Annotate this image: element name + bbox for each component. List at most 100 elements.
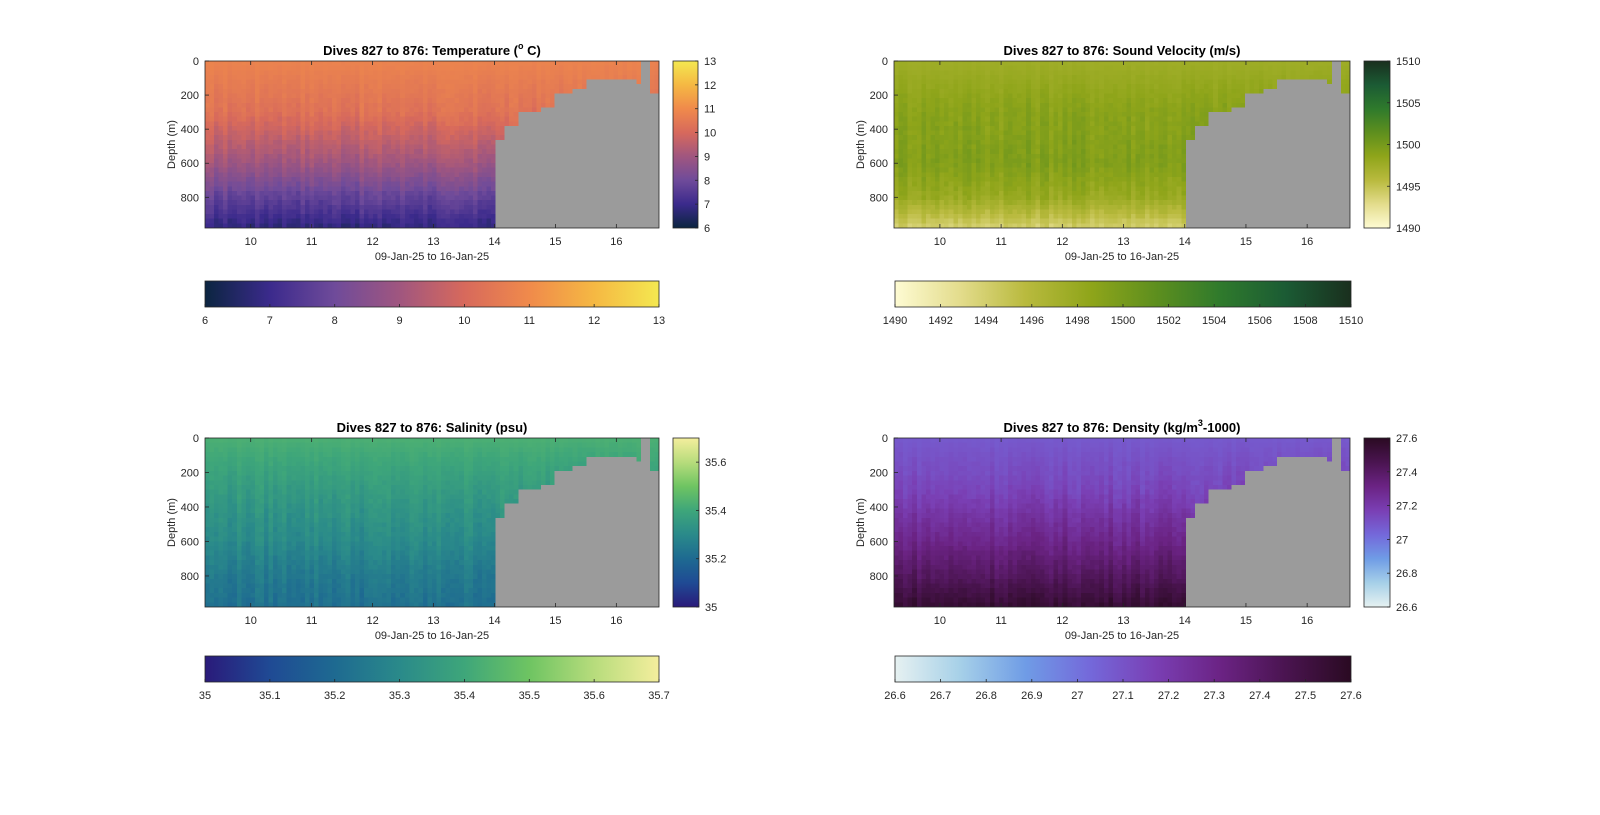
heatmap-cell: [613, 144, 619, 150]
heatmap-cell: [214, 130, 220, 136]
heatmap-cell: [413, 112, 419, 118]
heatmap-cell: [432, 116, 438, 122]
heatmap-cell: [545, 65, 551, 71]
heatmap-cell: [627, 204, 633, 211]
heatmap-cell: [454, 144, 460, 150]
heatmap-cell: [1030, 74, 1036, 81]
heatmap-cell: [241, 153, 247, 160]
heatmap-cell: [323, 102, 329, 108]
heatmap-cell: [264, 167, 270, 173]
heatmap-cell: [336, 107, 342, 113]
heatmap-cell: [382, 144, 388, 150]
heatmap-cell: [930, 61, 936, 67]
heatmap-cell: [504, 139, 510, 146]
heatmap-cell: [323, 93, 329, 99]
heatmap-cell: [636, 214, 642, 220]
heatmap-cell: [454, 186, 460, 192]
heatmap-cell: [613, 84, 619, 90]
heatmap-cell: [1039, 84, 1046, 90]
heatmap-cell: [345, 176, 351, 183]
heatmap-cell: [1017, 135, 1023, 141]
heatmap-cell: [500, 204, 506, 211]
heatmap-cell: [477, 70, 483, 76]
heatmap-cell: [445, 190, 451, 197]
heatmap-cell: [282, 163, 288, 169]
heatmap-cell: [1049, 121, 1055, 127]
heatmap-cell: [432, 167, 438, 173]
heatmap-cell: [948, 204, 954, 211]
heatmap-cell: [332, 61, 338, 67]
heatmap-cell: [363, 84, 370, 90]
heatmap-cell: [422, 84, 429, 90]
heatmap-cell: [232, 107, 238, 113]
heatmap-cell: [504, 121, 510, 127]
heatmap-cell: [590, 98, 597, 104]
heatmap-cell: [1035, 121, 1041, 127]
heatmap-cell: [568, 88, 574, 95]
heatmap-cell: [971, 135, 977, 141]
heatmap-cell: [441, 135, 447, 141]
heatmap-cell: [989, 181, 995, 187]
heatmap-cell: [627, 135, 633, 141]
heatmap-cell: [227, 204, 233, 211]
heatmap-cell: [391, 74, 397, 81]
heatmap-cell: [218, 190, 224, 197]
heatmap-cell: [268, 112, 274, 118]
heatmap-cell: [640, 167, 646, 173]
heatmap-cell: [273, 116, 279, 122]
heatmap-cell: [250, 121, 256, 127]
heatmap-cell: [1003, 84, 1009, 90]
heatmap-cell: [912, 195, 918, 201]
heatmap-cell: [205, 195, 211, 201]
heatmap-cell: [422, 88, 429, 95]
heatmap-cell: [912, 214, 918, 220]
heatmap-cell: [1026, 107, 1032, 113]
heatmap-cell: [250, 218, 256, 224]
heatmap-cell: [332, 214, 338, 220]
heatmap-cell: [1030, 153, 1036, 160]
heatmap-cell: [345, 223, 351, 229]
heatmap-cell: [563, 79, 569, 85]
heatmap-cell: [441, 88, 447, 95]
heatmap-cell: [400, 176, 406, 183]
heatmap-cell: [472, 195, 478, 201]
heatmap-cell: [468, 88, 474, 95]
heatmap-cell: [948, 163, 954, 169]
heatmap-cell: [1044, 209, 1050, 215]
heatmap-cell: [599, 121, 606, 127]
heatmap-cell: [586, 144, 592, 150]
heatmap-cell: [309, 186, 315, 192]
heatmap-cell: [382, 125, 388, 132]
heatmap-cell: [645, 112, 651, 118]
heatmap-cell: [622, 121, 628, 127]
heatmap-cell: [645, 61, 651, 67]
heatmap-cell: [232, 102, 238, 108]
heatmap-cell: [241, 204, 247, 211]
heatmap-cell: [350, 186, 356, 192]
heatmap-cell: [273, 190, 279, 197]
heatmap-cell: [1008, 158, 1014, 164]
heatmap-cell: [925, 223, 932, 229]
heatmap-cell: [1049, 204, 1055, 211]
heatmap-cell: [404, 158, 410, 164]
heatmap-cell: [495, 204, 501, 211]
heatmap-cell: [323, 163, 329, 169]
heatmap-cell: [1012, 112, 1018, 118]
heatmap-cell: [323, 204, 329, 211]
heatmap-cell: [645, 204, 651, 211]
heatmap-cell: [1021, 163, 1027, 169]
heatmap-cell: [971, 98, 977, 104]
heatmap-cell: [304, 98, 311, 104]
heatmap-cell: [468, 125, 474, 132]
heatmap-cell: [468, 74, 474, 81]
heatmap-cell: [354, 167, 360, 173]
heatmap-cell: [595, 93, 601, 99]
heatmap-cell: [536, 102, 542, 108]
heatmap-cell: [649, 153, 656, 160]
heatmap-cell: [618, 153, 624, 160]
heatmap-cell: [300, 158, 306, 164]
heatmap-cell: [586, 172, 592, 178]
heatmap-cell: [572, 61, 578, 67]
heatmap-cell: [577, 214, 583, 220]
